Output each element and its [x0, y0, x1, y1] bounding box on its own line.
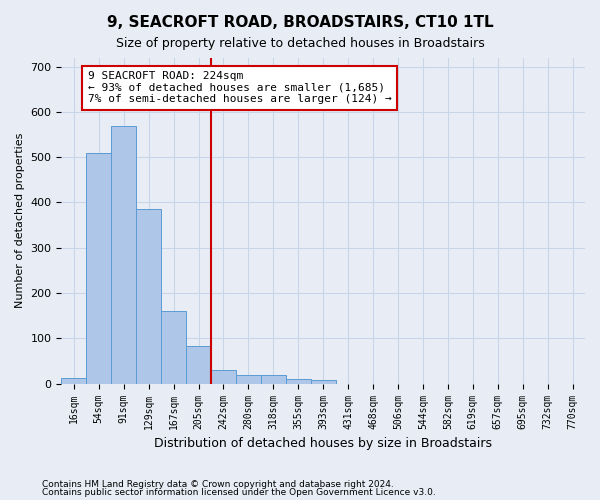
Y-axis label: Number of detached properties: Number of detached properties [15, 133, 25, 308]
Bar [311, 380, 335, 384]
Text: 9, SEACROFT ROAD, BROADSTAIRS, CT10 1TL: 9, SEACROFT ROAD, BROADSTAIRS, CT10 1TL [107, 15, 493, 30]
Bar [86, 152, 111, 384]
Bar [61, 378, 86, 384]
Bar [161, 311, 186, 384]
Bar [111, 126, 136, 384]
Bar [261, 374, 286, 384]
Bar [136, 210, 161, 384]
X-axis label: Distribution of detached houses by size in Broadstairs: Distribution of detached houses by size … [154, 437, 492, 450]
Text: Contains HM Land Registry data © Crown copyright and database right 2024.: Contains HM Land Registry data © Crown c… [42, 480, 394, 489]
Text: Size of property relative to detached houses in Broadstairs: Size of property relative to detached ho… [116, 38, 484, 51]
Text: Contains public sector information licensed under the Open Government Licence v3: Contains public sector information licen… [42, 488, 436, 497]
Text: 9 SEACROFT ROAD: 224sqm
← 93% of detached houses are smaller (1,685)
7% of semi-: 9 SEACROFT ROAD: 224sqm ← 93% of detache… [88, 71, 391, 104]
Bar [236, 374, 261, 384]
Bar [186, 346, 211, 384]
Bar [211, 370, 236, 384]
Bar [286, 379, 311, 384]
